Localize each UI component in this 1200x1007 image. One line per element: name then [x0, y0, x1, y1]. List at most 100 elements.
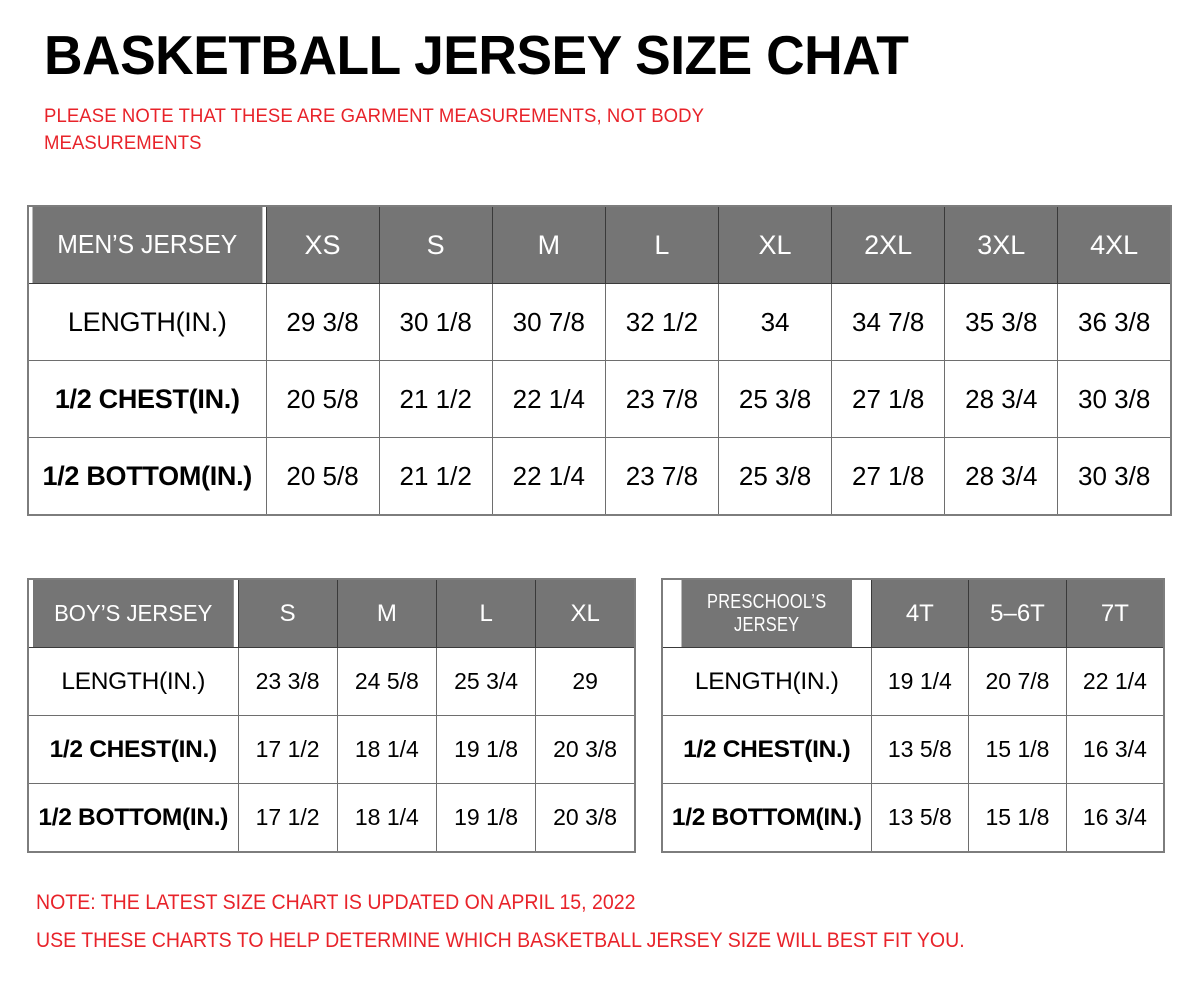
table-cell: 19 1/8 — [435, 715, 537, 784]
table-cell: 15 1/8 — [968, 783, 1067, 853]
boys-table-head: BOY’S JERSEY S M L XL — [28, 578, 636, 648]
table-cell: 22 1/4 — [491, 360, 606, 438]
boys-size-header-m: M — [336, 578, 438, 648]
table-header-row: MEN’S JERSEY XS S M L XL 2XL 3XL 4XL — [28, 205, 1172, 284]
garment-measurement-note: PLEASE NOTE THAT THESE ARE GARMENT MEASU… — [44, 103, 899, 157]
mens-size-header-m: M — [491, 205, 606, 284]
page-title: BASKETBALL JERSEY SIZE CHAT — [44, 24, 909, 86]
table-cell: 29 3/8 — [265, 283, 380, 361]
table-header-row: BOY’S JERSEY S M L XL — [28, 578, 636, 648]
table-cell: 20 5/8 — [265, 437, 380, 516]
mens-size-header-4xl: 4XL — [1057, 205, 1172, 284]
table-row: 1/2 BOTTOM(IN.) 20 5/8 21 1/2 22 1/4 23 7/8 2… — [27, 437, 1172, 516]
table-cell: 24 5/8 — [336, 647, 438, 716]
table-cell: 20 3/8 — [535, 715, 636, 784]
table-cell: 30 3/8 — [1057, 360, 1172, 438]
boys-size-header-xl: XL — [535, 578, 636, 648]
preschool-table-head: PRESCHOOL’S JERSEY 4T 5–6T 7T — [662, 578, 1165, 648]
footer-note-line-2: USE THESE CHARTS TO HELP DETERMINE WHICH… — [36, 929, 965, 952]
boys-row-label: 1/2 BOTTOM(IN.) — [27, 783, 239, 853]
table-cell: 13 5/8 — [870, 783, 970, 853]
preschool-row-label: LENGTH(IN.) — [661, 647, 872, 716]
preschool-header-label: PRESCHOOL’S JERSEY — [680, 578, 853, 648]
table-cell: 18 1/4 — [336, 715, 438, 784]
table-row: LENGTH(IN.) 23 3/8 24 5/8 25 3/4 29 — [27, 647, 636, 716]
mens-size-header-2xl: 2XL — [831, 205, 946, 284]
preschool-row-label: 1/2 CHEST(IN.) — [661, 715, 872, 784]
preschool-size-header-7t: 7T — [1065, 578, 1165, 648]
preschool-jersey-size-table: PRESCHOOL’S JERSEY 4T 5–6T 7T LENGTH(IN.) 1… — [661, 578, 1165, 853]
boys-size-header-l: L — [435, 578, 537, 648]
table-cell: 16 3/4 — [1065, 783, 1165, 853]
mens-size-header-s: S — [378, 205, 493, 284]
table-cell: 25 3/4 — [435, 647, 537, 716]
table-row: 1/2 CHEST(IN.) 13 5/8 15 1/8 16 3/4 — [661, 715, 1165, 784]
mens-size-header-xs: XS — [265, 205, 380, 284]
table-cell: 30 3/8 — [1057, 437, 1172, 516]
table-row: 1/2 BOTTOM(IN.) 17 1/2 18 1/4 19 1/8 20 3/8 — [27, 783, 636, 853]
table-row: 1/2 CHEST(IN.) 17 1/2 18 1/4 19 1/8 20 3/8 — [27, 715, 636, 784]
table-cell: 34 — [717, 283, 833, 361]
garment-note-line-1: PLEASE NOTE THAT THESE ARE GARMENT MEASU… — [44, 105, 705, 127]
table-cell: 32 1/2 — [604, 283, 720, 361]
preschool-size-header-4t: 4T — [870, 578, 970, 648]
preschool-row-label: 1/2 BOTTOM(IN.) — [661, 783, 872, 853]
table-row: 1/2 BOTTOM(IN.) 13 5/8 15 1/8 16 3/4 — [661, 783, 1165, 853]
table-cell: 23 7/8 — [604, 437, 720, 516]
table-cell: 34 7/8 — [831, 283, 946, 361]
table-cell: 23 3/8 — [237, 647, 338, 716]
table-cell: 21 1/2 — [378, 437, 493, 516]
mens-table-body: LENGTH(IN.) 29 3/8 30 1/8 30 7/8 32 1/2 34 34 … — [27, 283, 1172, 516]
boys-row-label: 1/2 CHEST(IN.) — [27, 715, 239, 784]
table-cell: 18 1/4 — [336, 783, 438, 853]
table-cell: 17 1/2 — [237, 783, 338, 853]
table-cell: 20 7/8 — [968, 647, 1067, 716]
boys-header-label: BOY’S JERSEY — [31, 578, 235, 648]
table-row: LENGTH(IN.) 29 3/8 30 1/8 30 7/8 32 1/2 34 34 … — [27, 283, 1172, 361]
table-cell: 16 3/4 — [1065, 715, 1165, 784]
table-cell: 23 7/8 — [604, 360, 720, 438]
table-header-row: PRESCHOOL’S JERSEY 4T 5–6T 7T — [662, 578, 1165, 648]
table-cell: 28 3/4 — [944, 437, 1059, 516]
table-cell: 36 3/8 — [1057, 283, 1172, 361]
table-cell: 19 1/4 — [870, 647, 970, 716]
table-cell: 22 1/4 — [1065, 647, 1165, 716]
preschool-table-body: LENGTH(IN.) 19 1/4 20 7/8 22 1/4 1/2 CHEST(I… — [661, 647, 1165, 853]
mens-row-label: LENGTH(IN.) — [27, 283, 267, 361]
table-cell: 22 1/4 — [491, 437, 606, 516]
boys-row-label: LENGTH(IN.) — [27, 647, 239, 716]
table-cell: 19 1/8 — [435, 783, 537, 853]
boys-jersey-size-table: BOY’S JERSEY S M L XL LENGTH(IN.) 23 3/8 24 5… — [27, 578, 636, 853]
table-cell: 15 1/8 — [968, 715, 1067, 784]
table-cell: 25 3/8 — [717, 360, 833, 438]
boys-size-header-s: S — [237, 578, 338, 648]
mens-header-label: MEN’S JERSEY — [31, 205, 263, 284]
table-cell: 28 3/4 — [944, 360, 1059, 438]
table-cell: 27 1/8 — [831, 437, 946, 516]
mens-size-header-l: L — [604, 205, 720, 284]
boys-table-body: LENGTH(IN.) 23 3/8 24 5/8 25 3/4 29 1/2 CHEST… — [27, 647, 636, 853]
table-cell: 17 1/2 — [237, 715, 338, 784]
table-cell: 35 3/8 — [944, 283, 1059, 361]
footer-notes: NOTE: THE LATEST SIZE CHART IS UPDATED O… — [36, 884, 1176, 960]
mens-table-head: MEN’S JERSEY XS S M L XL 2XL 3XL 4XL — [28, 205, 1172, 284]
table-row: LENGTH(IN.) 19 1/4 20 7/8 22 1/4 — [661, 647, 1165, 716]
table-cell: 20 5/8 — [265, 360, 380, 438]
table-cell: 20 3/8 — [535, 783, 636, 853]
mens-size-header-xl: XL — [717, 205, 833, 284]
table-cell: 25 3/8 — [717, 437, 833, 516]
table-row: 1/2 CHEST(IN.) 20 5/8 21 1/2 22 1/4 23 7/8 25… — [27, 360, 1172, 438]
mens-size-header-3xl: 3XL — [944, 205, 1059, 284]
table-cell: 29 — [535, 647, 636, 716]
footer-note-line-1: NOTE: THE LATEST SIZE CHART IS UPDATED O… — [36, 891, 636, 914]
mens-row-label: 1/2 CHEST(IN.) — [27, 360, 267, 438]
table-cell: 27 1/8 — [831, 360, 946, 438]
mens-jersey-size-table: MEN’S JERSEY XS S M L XL 2XL 3XL 4XL LENGTH(IN.… — [27, 205, 1172, 516]
table-cell: 21 1/2 — [378, 360, 493, 438]
table-cell: 13 5/8 — [870, 715, 970, 784]
table-cell: 30 7/8 — [491, 283, 606, 361]
table-cell: 30 1/8 — [378, 283, 493, 361]
preschool-size-header-5-6t: 5–6T — [968, 578, 1067, 648]
mens-row-label: 1/2 BOTTOM(IN.) — [27, 437, 267, 516]
garment-note-line-2: MEASUREMENTS — [44, 132, 202, 154]
